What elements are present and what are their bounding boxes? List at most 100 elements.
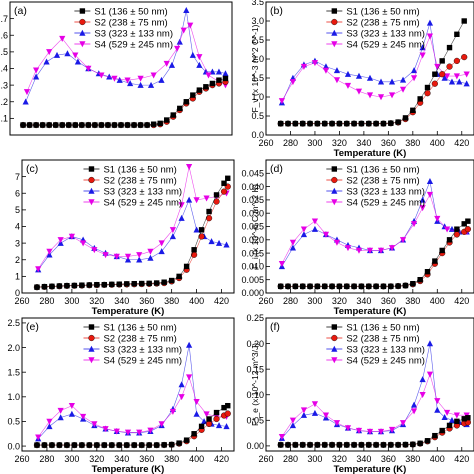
data-point [443, 226, 451, 233]
data-point [311, 225, 319, 232]
data-point [402, 441, 409, 448]
data-point [220, 188, 228, 195]
data-point [33, 122, 39, 128]
plot-frame [265, 1, 474, 136]
x-tick-label: 420 [454, 296, 469, 306]
x-tick-label: 420 [214, 454, 229, 464]
y-tick-label: 0.15 [246, 364, 264, 374]
data-point [461, 53, 468, 61]
data-point [388, 426, 396, 433]
data-point [278, 98, 286, 105]
data-point [410, 408, 418, 415]
legend-marker [331, 199, 338, 206]
panel-label: (e) [26, 321, 39, 333]
data-point [441, 413, 448, 420]
data-point [64, 50, 71, 57]
data-point [221, 404, 227, 411]
data-point [446, 44, 453, 51]
data-point [292, 120, 299, 127]
x-tick-label: 340 [356, 138, 371, 148]
legend-item: S3 (323 ± 133 nm) [74, 28, 173, 39]
data-point [426, 191, 434, 198]
data-point [98, 122, 105, 128]
data-point [446, 237, 453, 243]
data-point [206, 416, 212, 422]
data-point [344, 245, 352, 252]
data-point [26, 122, 33, 128]
y-tick-label: 0.25 [246, 313, 264, 323]
legend-marker [331, 187, 338, 194]
data-point [163, 60, 170, 67]
data-point [443, 409, 451, 416]
series-line [23, 81, 226, 126]
data-point [198, 227, 205, 233]
data-point [399, 420, 407, 427]
data-point [434, 398, 441, 405]
data-point [419, 196, 426, 203]
legend-label: S3 (323 ± 133 nm) [94, 28, 173, 39]
data-point [223, 423, 230, 430]
data-point [410, 67, 418, 74]
legend-label: S3 (323 ± 133 nm) [346, 344, 425, 355]
data-point [205, 420, 213, 428]
data-point [131, 280, 137, 287]
data-point [153, 442, 160, 448]
plot-area [33, 163, 231, 291]
series-s1 [34, 175, 231, 290]
data-point [216, 77, 222, 83]
data-point [432, 432, 438, 439]
data-point [289, 79, 297, 86]
data-point [215, 68, 223, 75]
x-tick-label: 260 [258, 138, 273, 148]
legend-marker [331, 357, 338, 364]
data-point [106, 73, 113, 80]
series-line [280, 228, 469, 287]
data-point [395, 442, 401, 448]
series-s4 [278, 371, 470, 440]
x-tick-label: 400 [430, 296, 445, 306]
data-point [373, 120, 379, 127]
data-point [434, 406, 441, 413]
data-point [33, 73, 40, 80]
legend-item: S1 (136 ± 50 nm) [74, 6, 168, 17]
legend-item: S1 (136 ± 50 nm) [83, 164, 177, 175]
x-tick-label: 400 [189, 454, 204, 464]
data-point [102, 426, 109, 433]
data-point [57, 237, 64, 244]
y-tick-label: 0.0 [251, 130, 264, 140]
data-point [410, 221, 418, 228]
legend-marker [331, 324, 338, 330]
data-point [410, 401, 418, 408]
data-point [424, 90, 431, 97]
y-tick-label: 2 [15, 255, 20, 265]
data-point [336, 283, 343, 290]
legend-label: S2 (238 ± 75 nm) [103, 175, 176, 186]
legend-item: S2 (238 ± 75 nm) [74, 17, 168, 28]
x-axis-label: Temperature (K) [334, 464, 407, 474]
data-point [187, 22, 194, 29]
legend-item: S4 (529 ± 245 nm) [83, 355, 182, 366]
y-tick-label: 3 [15, 238, 20, 248]
data-point [377, 94, 385, 101]
y-tick-label: .7 [0, 14, 8, 24]
data-point [147, 254, 154, 261]
legend-marker [88, 166, 95, 172]
data-point [176, 440, 182, 446]
series-line [37, 198, 227, 270]
y-tick-label: 6 [15, 188, 20, 198]
series-s2 [277, 226, 471, 290]
data-point [136, 256, 143, 263]
data-point [177, 105, 183, 112]
data-point [118, 122, 124, 128]
x-tick-label: 420 [454, 454, 469, 464]
y-tick-label: 1.0 [7, 392, 20, 402]
data-point [109, 442, 115, 448]
data-point [79, 442, 85, 448]
data-point [225, 402, 231, 409]
data-point [20, 122, 26, 128]
data-point [198, 423, 205, 430]
data-point [183, 437, 190, 443]
data-point [137, 122, 144, 128]
x-axis-label: Temperature (K) [92, 306, 165, 317]
panel-label: (d) [270, 163, 283, 175]
